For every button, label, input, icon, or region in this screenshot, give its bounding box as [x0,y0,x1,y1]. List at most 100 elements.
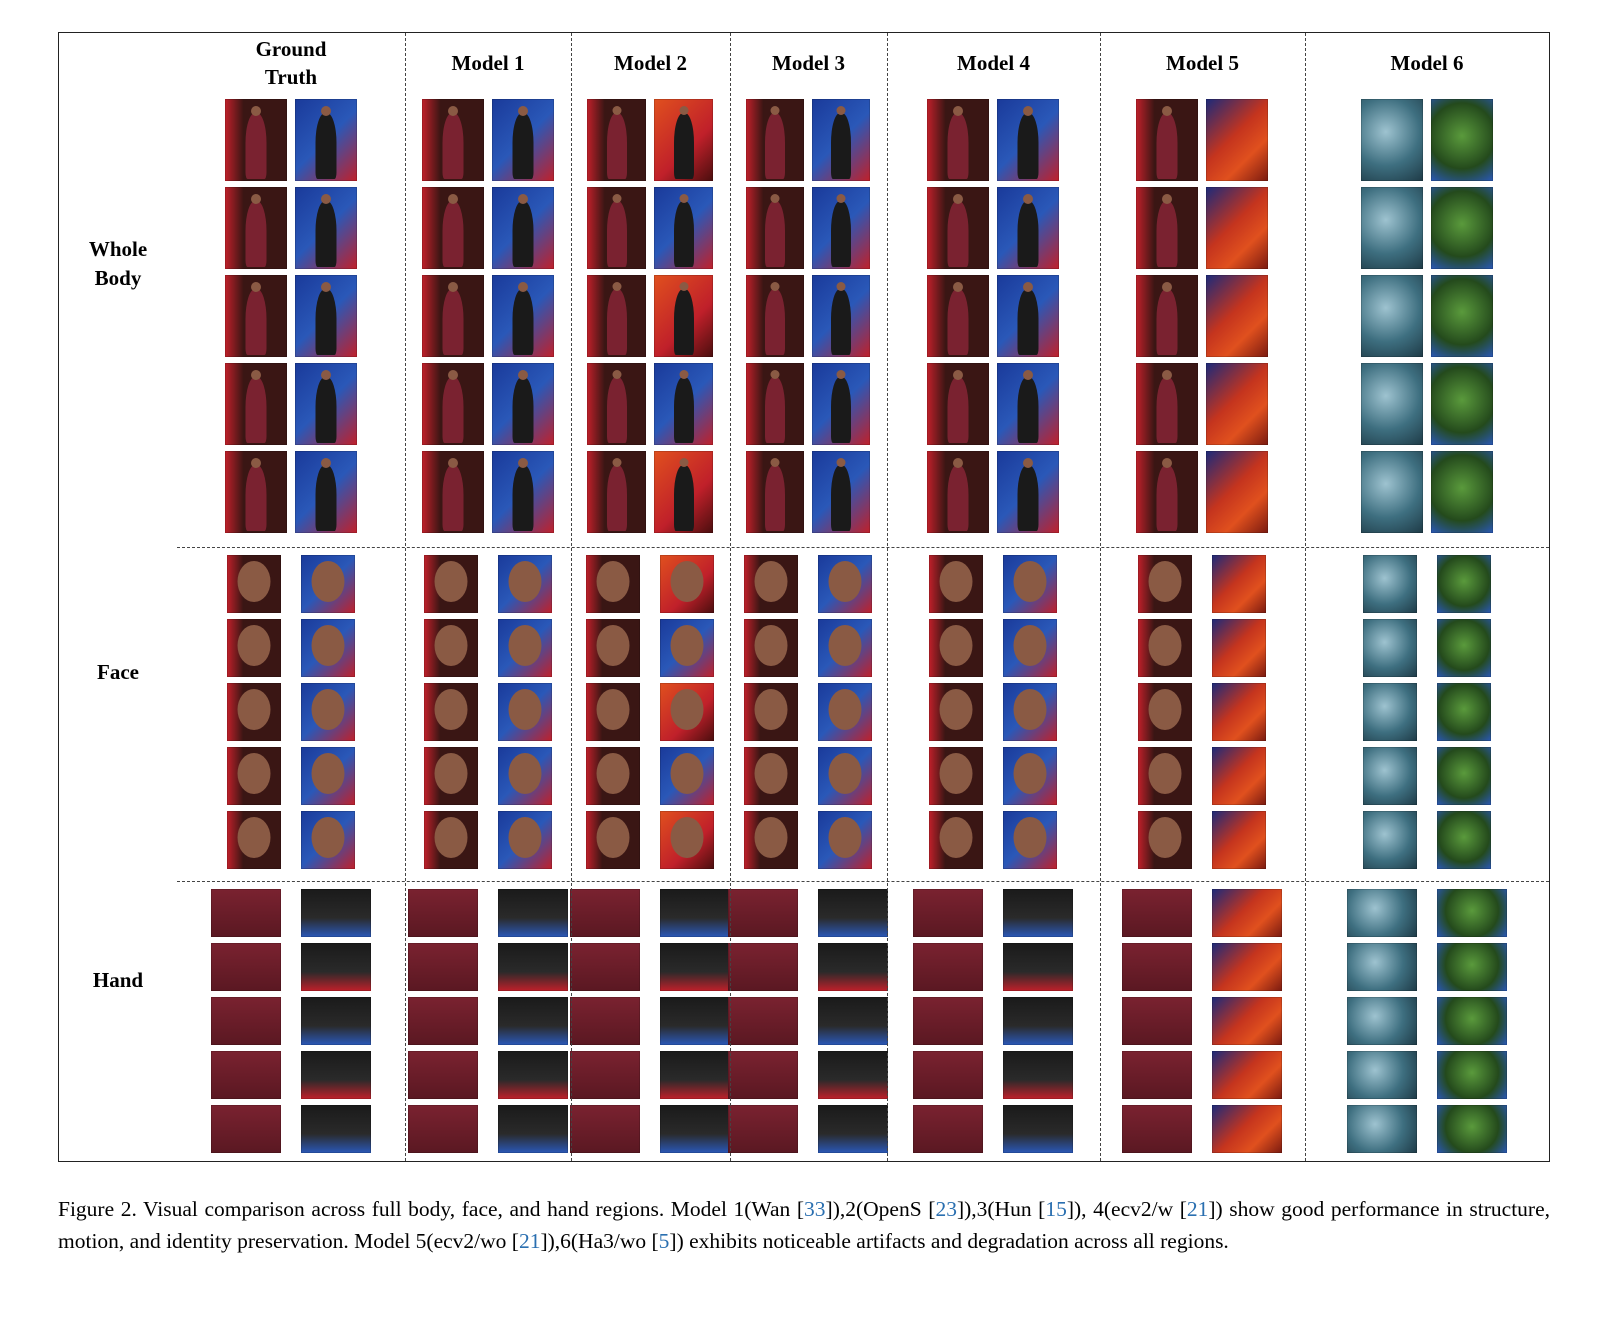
citation-link[interactable]: 21 [1186,1197,1209,1221]
hand-thumbnail [660,1105,730,1153]
face-shape [237,561,271,602]
whole-body-thumbnail [492,187,554,269]
hand-thumbnail [1003,889,1073,937]
face-shape [1148,753,1182,794]
hand-thumbnail [1347,1051,1417,1099]
whole-body-thumbnail [746,363,804,445]
row-label-whole-body: Whole Body [59,235,177,293]
person-figure [673,465,694,531]
hand-thumbnail [570,889,640,937]
hand-thumbnail [408,997,478,1045]
column-header: Model 4 [887,33,1100,93]
hand-thumbnail [1003,1105,1073,1153]
face-thumbnail [1138,747,1192,805]
face-thumbnail [498,619,552,677]
hand-thumbnail [660,889,730,937]
person-head [321,458,331,468]
hand-thumbnail [1212,889,1282,937]
hand-thumbnail [498,1105,568,1153]
column-header: Model 1 [405,33,571,93]
whole-body-thumbnail [997,363,1059,445]
caption-text: Figure 2. Visual comparison across full … [58,1197,805,1221]
person-head [518,106,528,116]
face-thumbnail [586,683,640,741]
whole-body-thumbnail [1431,451,1493,533]
face-shape [311,689,345,730]
person-figure [765,377,785,443]
hand-thumbnail [913,943,983,991]
person-head [612,106,621,115]
face-thumbnail [301,683,355,741]
whole-body-thumbnail [746,187,804,269]
person-figure [831,113,851,179]
person-figure [245,201,267,267]
person-head [321,194,331,204]
person-head [770,458,780,467]
hand-thumbnail [408,1105,478,1153]
whole-body-thumbnail [812,275,870,357]
face-shape [311,753,345,794]
hand-thumbnail [408,943,478,991]
person-head [251,282,261,292]
person-figure [831,377,851,443]
hand-thumbnail [301,1105,371,1153]
whole-body-thumbnail [812,451,870,533]
whole-body-thumbnail [746,275,804,357]
face-thumbnail [660,619,714,677]
face-thumbnail [301,811,355,869]
person-head [953,458,963,468]
face-thumbnail [424,619,478,677]
face-thumbnail [1363,683,1417,741]
face-thumbnail [1437,811,1491,869]
person-head [770,370,780,379]
whole-body-thumbnail [1136,363,1198,445]
hand-thumbnail [660,1051,730,1099]
column-divider [1305,33,1306,1161]
person-head [612,194,621,203]
row-label-hand: Hand [59,966,177,995]
face-thumbnail [1212,619,1266,677]
whole-body-thumbnail [997,187,1059,269]
row-label-line: Body [94,266,142,290]
citation-link[interactable]: 15 [1045,1197,1067,1221]
person-figure [512,465,534,531]
person-head [448,370,458,380]
person-figure [315,377,337,443]
citation-link[interactable]: 5 [658,1229,670,1253]
row-label-line: Face [97,660,139,684]
citation-link[interactable]: 33 [804,1197,826,1221]
face-shape [508,689,542,730]
row-divider [177,547,1549,548]
whole-body-thumbnail [492,99,554,181]
hand-thumbnail [818,997,888,1045]
face-shape [434,625,468,666]
person-figure [315,113,337,179]
person-figure [512,289,534,355]
column-header-line: Model 1 [451,51,525,75]
citation-link[interactable]: 21 [518,1229,541,1253]
whole-body-thumbnail [927,99,989,181]
whole-body-thumbnail [1361,451,1423,533]
face-shape [311,625,345,666]
person-head [321,106,331,116]
whole-body-thumbnail [746,99,804,181]
column-header-line: Model 4 [957,51,1030,75]
hand-thumbnail [498,997,568,1045]
caption-text: ]) exhibits noticeable artifacts and deg… [669,1229,1229,1253]
hand-thumbnail [913,1105,983,1153]
whole-body-thumbnail [1136,275,1198,357]
person-head [836,106,846,115]
face-shape [311,561,345,602]
whole-body-thumbnail [225,99,287,181]
whole-body-thumbnail [1206,275,1268,357]
citation-link[interactable]: 23 [935,1197,957,1221]
face-shape [1148,689,1182,730]
face-thumbnail [818,683,872,741]
person-figure [947,289,969,355]
hand-thumbnail [301,997,371,1045]
hand-thumbnail [570,1105,640,1153]
person-head [1023,458,1033,468]
person-head [1162,106,1172,116]
whole-body-thumbnail [422,451,484,533]
face-thumbnail [1363,619,1417,677]
